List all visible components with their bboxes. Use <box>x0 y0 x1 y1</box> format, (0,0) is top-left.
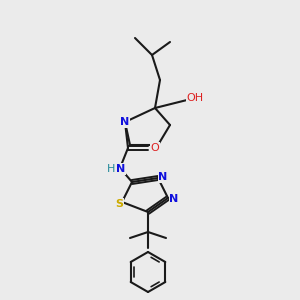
Text: OH: OH <box>186 93 204 103</box>
Text: N: N <box>116 164 126 174</box>
Text: N: N <box>169 194 178 204</box>
Text: O: O <box>151 143 159 153</box>
Text: S: S <box>115 199 123 209</box>
Text: N: N <box>158 172 168 182</box>
Text: H: H <box>107 164 115 174</box>
Text: N: N <box>120 117 130 127</box>
